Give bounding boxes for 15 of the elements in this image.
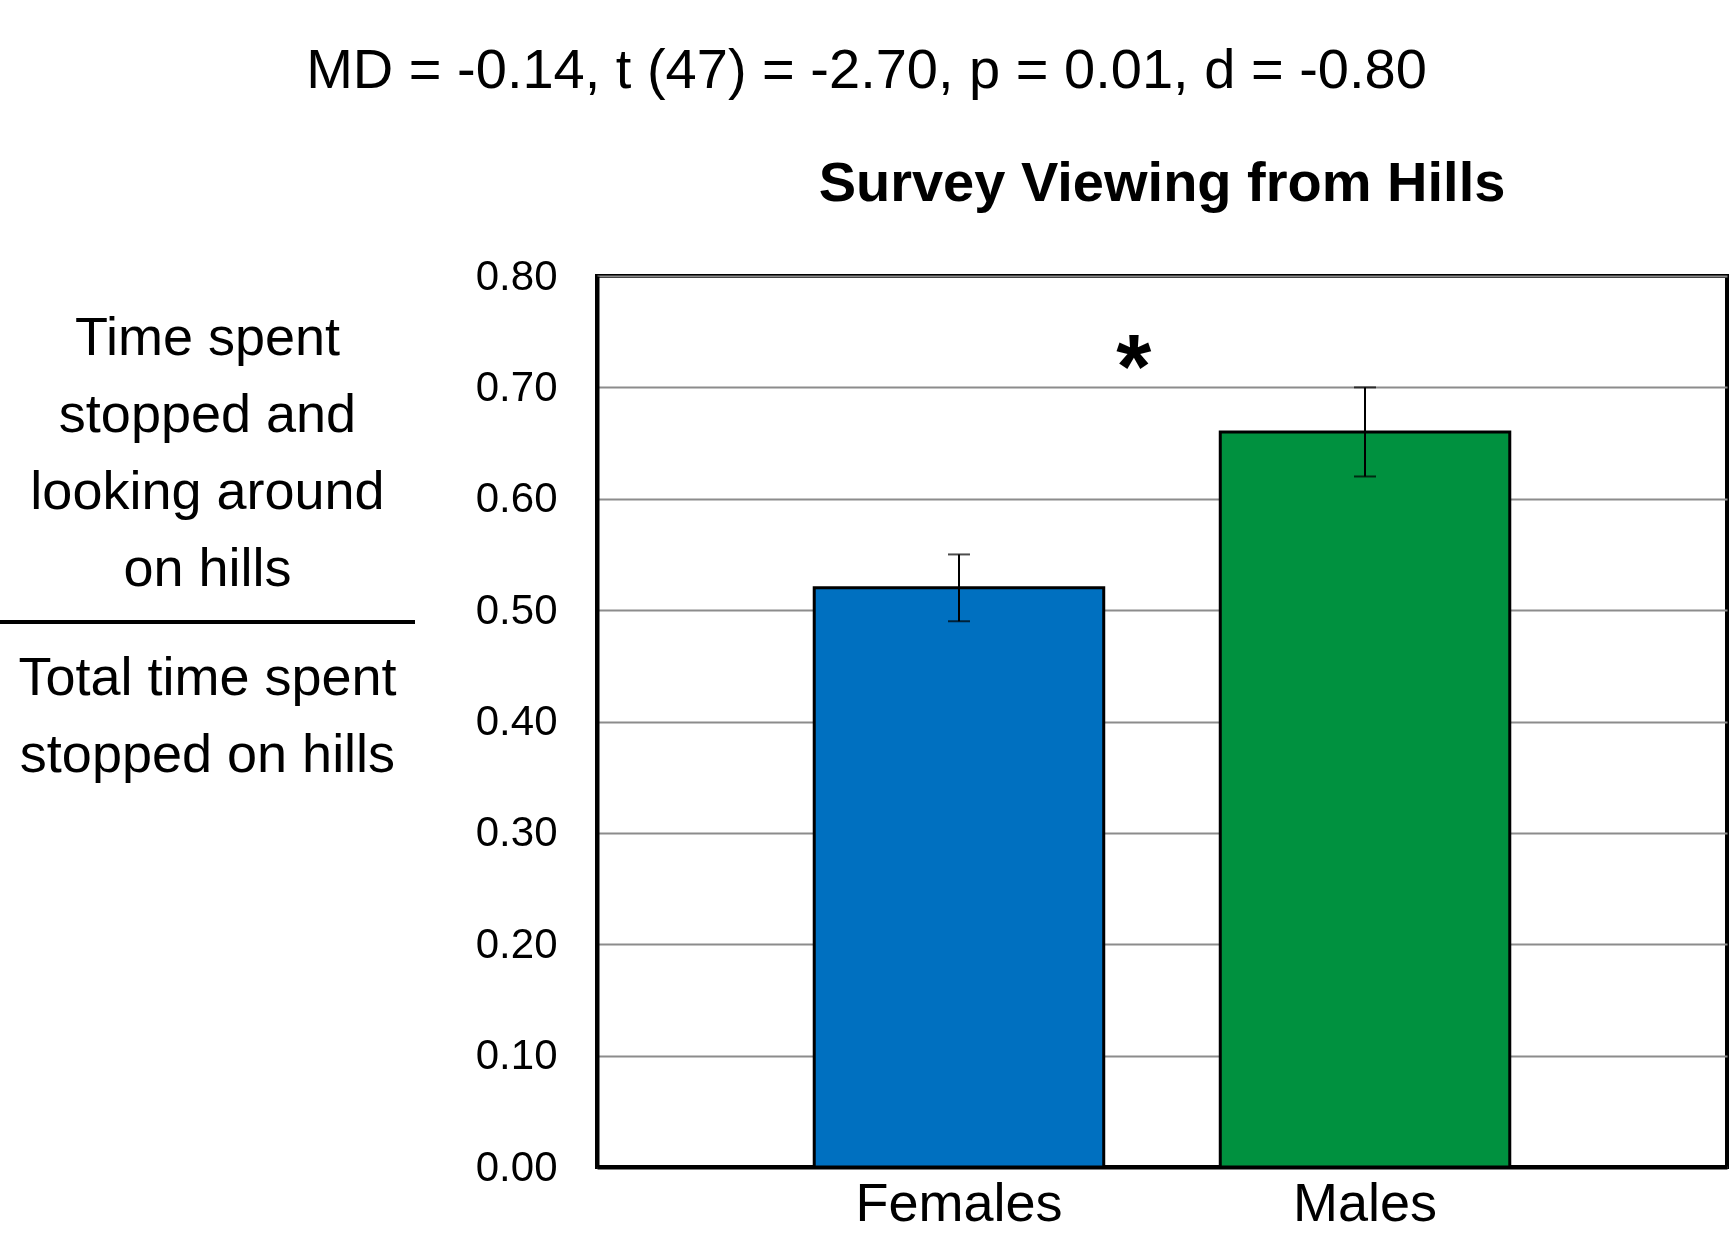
- y-tick-label: 0.60: [475, 474, 558, 522]
- x-tick-label: Males: [1292, 1171, 1438, 1232]
- y-tick-label: 0.80: [475, 251, 558, 299]
- chart-title: Survey Viewing from Hills: [818, 150, 1506, 213]
- y-axis-title: Time spent stopped and looking around on hills Total time spent stopped on hills: [17, 305, 398, 785]
- annotation: *: [1116, 317, 1152, 417]
- y-tick-label: 0.70: [475, 362, 558, 410]
- y-tick-label: 0.30: [475, 808, 558, 856]
- text: MD = -0.14, t (47) = -2.70, p = 0.01, d = -0.80: [305, 36, 1428, 101]
- y-tick-label: 0.10: [475, 1031, 558, 1079]
- y-tick-label: 0.40: [475, 697, 558, 744]
- y-tick-label: 0.00: [475, 1142, 558, 1190]
- y-tick-label: 0.20: [475, 919, 558, 967]
- y-tick-label: 0.50: [475, 585, 558, 633]
- x-tick-label: Females: [855, 1171, 1063, 1232]
